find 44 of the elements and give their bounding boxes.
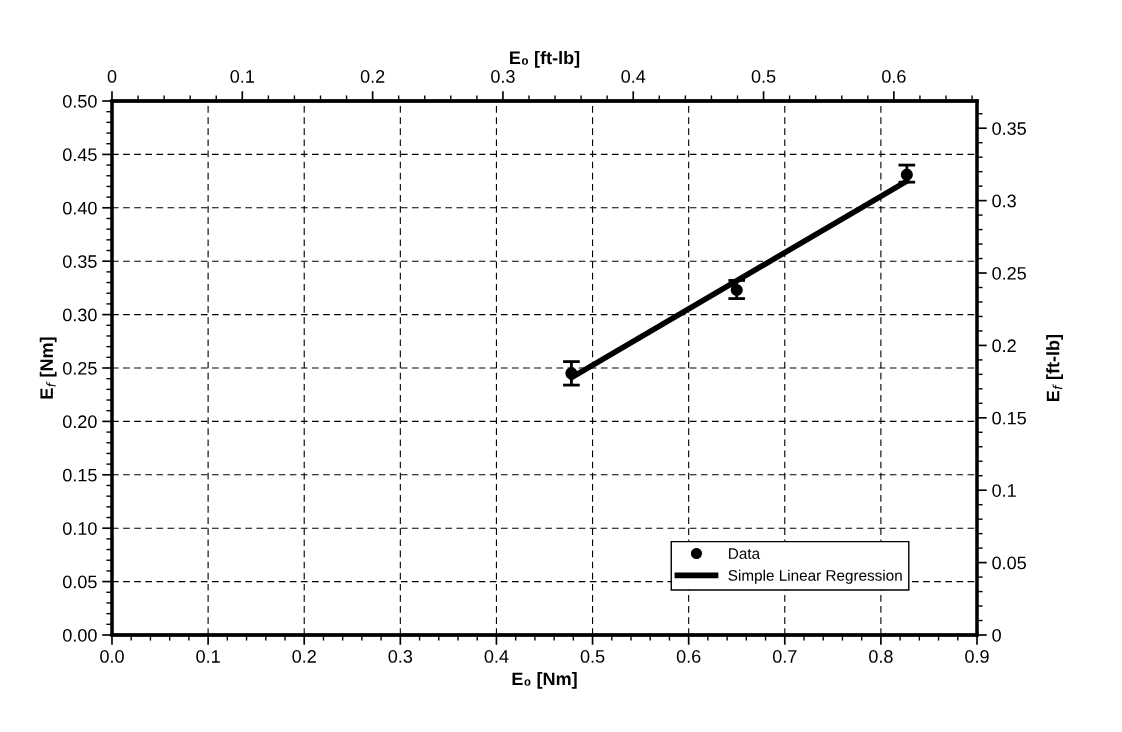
y-tick-label: 0.10 (62, 522, 97, 535)
x2-tick-label: 0.2 (360, 70, 385, 83)
x-tick-label: 0.6 (676, 650, 701, 663)
y-tick-label: 0.05 (62, 575, 97, 589)
x2-tick-label: 0.6 (882, 70, 906, 83)
x-tick-label: 0.0 (100, 650, 124, 663)
y2-tick-label: 0.05 (992, 556, 1026, 570)
y-tick-label: 0.25 (62, 361, 97, 375)
y-axis-title: E$_{f}$ [Nm] (39, 337, 57, 399)
y2-tick-label: 0.35 (992, 122, 1026, 135)
y-tick-label: 0.50 (62, 94, 97, 108)
y2-tick-label: 0 (992, 628, 1001, 642)
x2-tick-label: 0 (107, 70, 117, 83)
y2-tick-label: 0.2 (992, 339, 1016, 353)
y2-tick-label: 0.25 (992, 266, 1026, 280)
y-tick-label: 0.15 (62, 468, 97, 482)
x2-tick-label: 0.3 (491, 70, 515, 83)
x-axis-title: E₀ [Nm] (512, 671, 577, 689)
x-tick-label: 0.4 (484, 650, 509, 663)
x2-tick-label: 0.5 (751, 70, 776, 83)
x-tick-label: 0.3 (388, 650, 413, 663)
legend-label: Data (729, 548, 761, 559)
y-tick-label: 0.30 (62, 308, 97, 322)
x2-axis-title: E₀ [ft-lb] (510, 50, 580, 68)
y2-axis-title: E$_{f}$ [ft-lb] (1046, 334, 1063, 402)
x-tick-label: 0.5 (580, 650, 605, 663)
point (900, 168, 913, 181)
y2-tick-label: 0.15 (992, 411, 1026, 425)
x-tick-label: 0.2 (292, 650, 316, 663)
legend-label: Simple Linear Regression (728, 569, 902, 584)
x2-tick-label: 0.4 (621, 70, 646, 83)
x-tick-label: 0.9 (965, 650, 989, 663)
y-tick-label: 0.00 (62, 628, 97, 642)
x-tick-label: 0.1 (196, 650, 220, 663)
y-tick-label: 0.40 (62, 201, 97, 215)
y2-tick-label: 0.1 (992, 484, 1016, 497)
point (565, 367, 578, 380)
y-tick-label: 0.20 (62, 415, 97, 429)
x-tick-label: 0.7 (772, 650, 797, 663)
y-tick-label: 0.35 (62, 255, 97, 268)
x2-tick-label: 0.1 (230, 70, 254, 83)
y2-tick-label: 0.3 (992, 194, 1016, 208)
y-tick-label: 0.45 (62, 148, 97, 162)
x-tick-label: 0.8 (869, 650, 893, 663)
